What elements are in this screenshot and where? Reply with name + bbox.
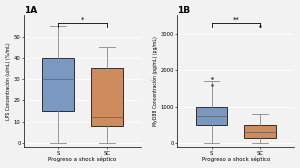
PathPatch shape	[244, 125, 276, 138]
X-axis label: Progreso a shock séptico: Progreso a shock séptico	[202, 157, 270, 162]
Text: **: **	[232, 16, 239, 22]
PathPatch shape	[196, 107, 227, 125]
Text: *: *	[81, 16, 84, 22]
Y-axis label: LPS Concentración (u/mL) (%/mL): LPS Concentración (u/mL) (%/mL)	[6, 42, 11, 120]
Text: 1A: 1A	[24, 6, 37, 15]
Text: 1B: 1B	[177, 6, 190, 15]
PathPatch shape	[91, 68, 123, 126]
Y-axis label: MyD88 Concentración (pg/mL) (pg/mL): MyD88 Concentración (pg/mL) (pg/mL)	[152, 36, 158, 126]
PathPatch shape	[42, 58, 74, 111]
X-axis label: Progreso a shock séptico: Progreso a shock séptico	[48, 157, 117, 162]
